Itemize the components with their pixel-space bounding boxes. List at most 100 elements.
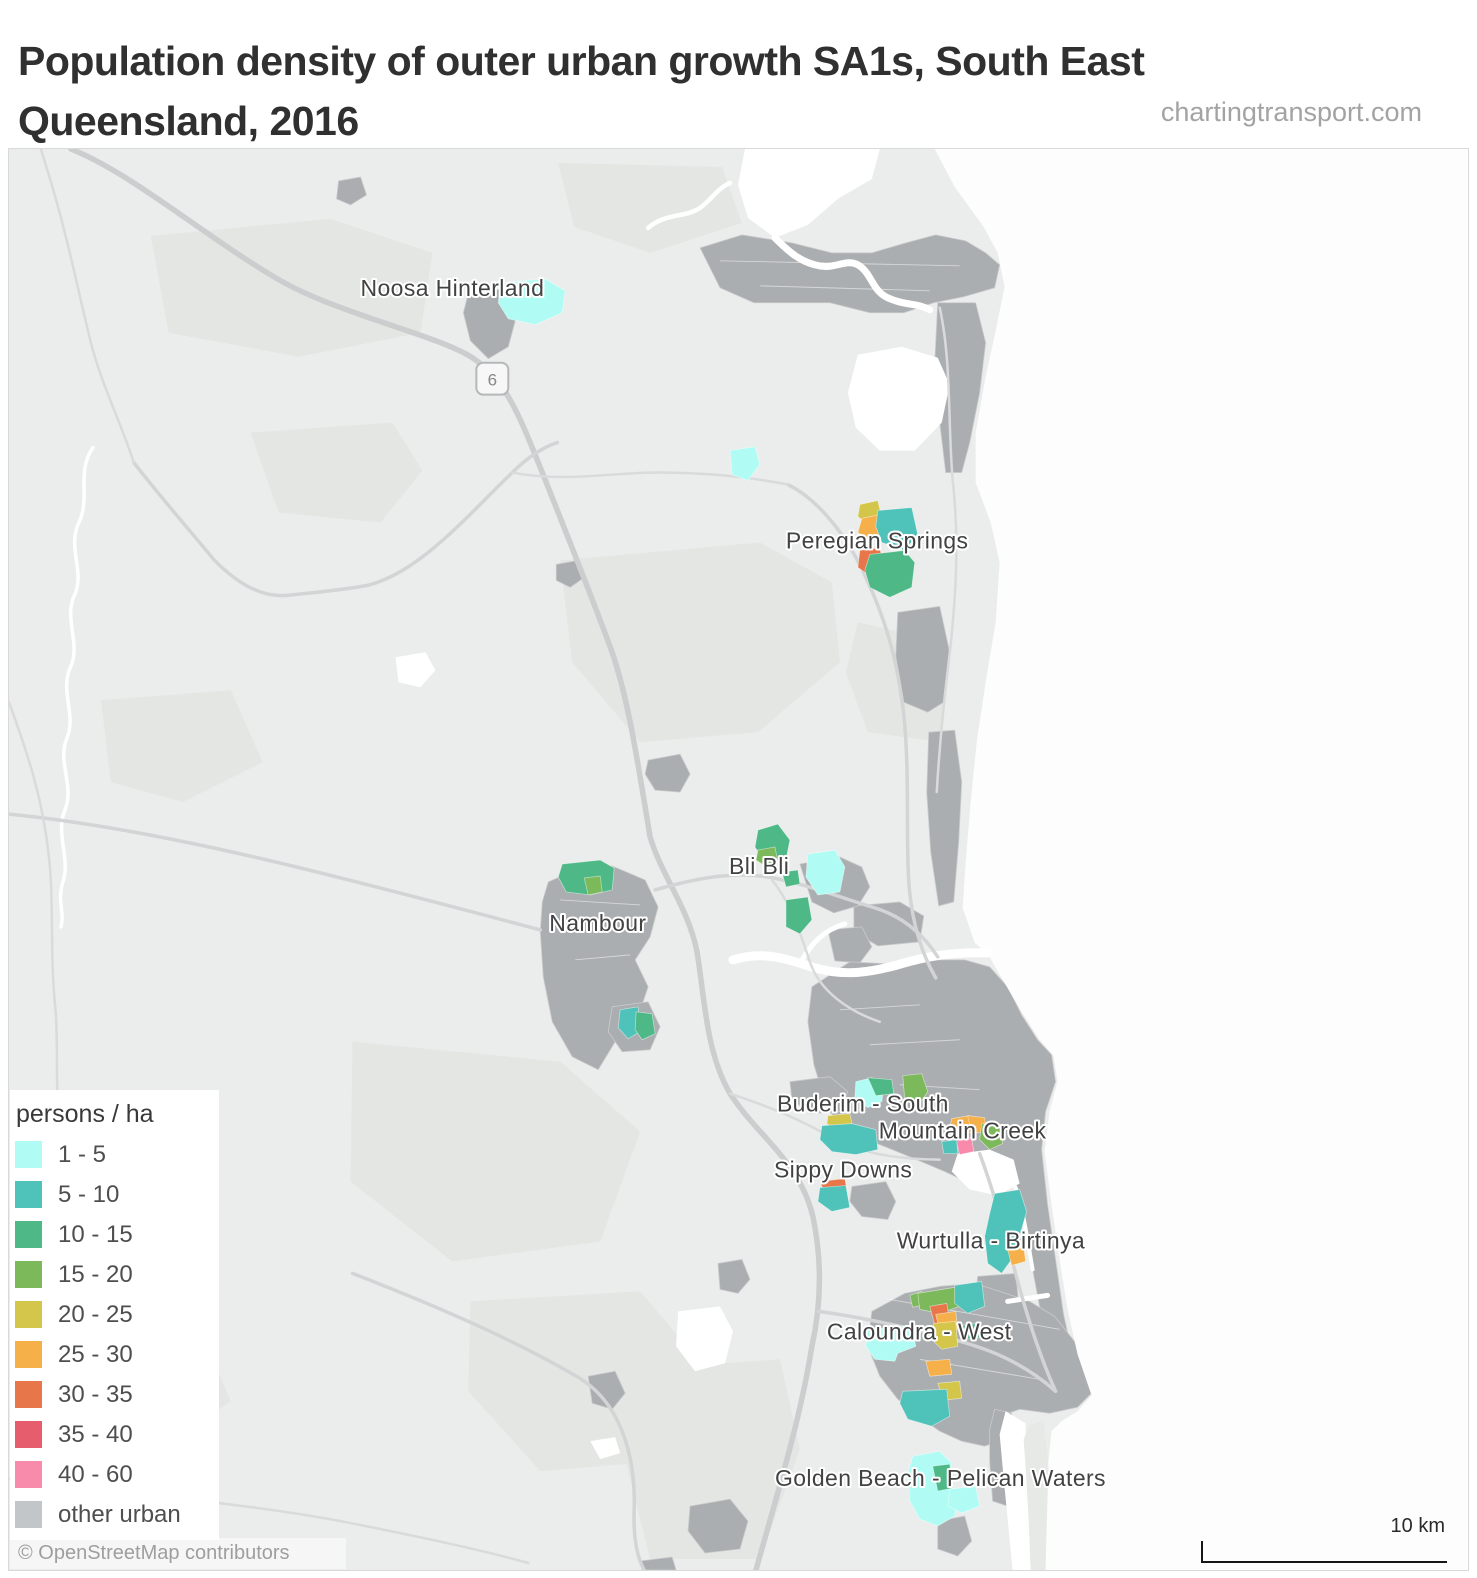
sa1-growth-areas[interactable] <box>497 278 1027 1527</box>
route-shield: 6 <box>475 361 510 396</box>
legend-swatch-35-40 <box>15 1421 42 1448</box>
sa1-buderim-10-15[interactable] <box>867 1077 895 1097</box>
urban-area-tewantin-noosa <box>699 234 1001 314</box>
legend-label: 20 - 25 <box>58 1300 133 1328</box>
attribution-text: © OpenStreetMap contributors <box>18 1542 290 1564</box>
legend-swatch-40-60 <box>15 1461 42 1488</box>
sa1-caloundra-5-10-b[interactable] <box>899 1388 951 1427</box>
legend-label: 25 - 30 <box>58 1340 133 1368</box>
noosa-river <box>771 234 934 314</box>
other-urban-areas <box>336 176 1092 1570</box>
urban-area-mooloolah <box>717 1259 751 1294</box>
sa1-peregian-10-15[interactable] <box>864 550 916 598</box>
sa1-caloundra-25-30-b[interactable] <box>925 1358 953 1377</box>
sa1-palmwoods-10-15[interactable] <box>634 1011 656 1041</box>
attribution: © OpenStreetMap contributors <box>10 1538 346 1569</box>
legend-row: 5 - 10 <box>15 1181 219 1208</box>
sa1-bli-bli-10-15-c[interactable] <box>785 896 813 935</box>
legend-label: 30 - 35 <box>58 1380 133 1408</box>
road-nambour-west <box>9 812 543 932</box>
map[interactable]: 6 Noosa Hinterland Peregian Springs Bli … <box>8 148 1469 1571</box>
label-buderim-south: Buderim - South <box>777 1091 949 1117</box>
vegetation-patch <box>350 1041 641 1262</box>
vegetation-patch <box>558 162 742 253</box>
sa1-mountain-creek-25-30[interactable] <box>949 1115 975 1136</box>
legend-label: 10 - 15 <box>58 1220 133 1248</box>
sa1-caloundra-20-25[interactable] <box>931 1321 959 1350</box>
sa1-buderim-15-20[interactable] <box>902 1073 929 1105</box>
urban-area-bli-bli-south <box>827 926 873 964</box>
sa1-nambour-15-20[interactable] <box>583 875 603 896</box>
legend-swatch-30-35 <box>15 1381 42 1408</box>
sa1-mountain-creek-5-10[interactable] <box>941 1139 959 1154</box>
urban-area-yandina <box>644 753 691 793</box>
urban-area-beerwah <box>687 1498 749 1554</box>
vegetation-patch <box>100 690 263 803</box>
label-noosa-hinterland: Noosa Hinterland <box>361 275 545 301</box>
label-wurtulla-birtinya: Wurtulla - Birtinya <box>897 1227 1085 1253</box>
creek-line <box>645 180 733 231</box>
sa1-wurtulla-5-10[interactable] <box>984 1189 1027 1274</box>
label-sippy-downs: Sippy Downs <box>774 1157 912 1183</box>
legend-swatch-other-urban <box>15 1501 42 1528</box>
sa1-buderim-5-10[interactable] <box>819 1123 879 1155</box>
legend-title: persons / ha <box>16 1100 154 1128</box>
label-mountain-creek: Mountain Creek <box>879 1118 1047 1144</box>
map-canvas[interactable]: 6 Noosa Hinterland Peregian Springs Bli … <box>9 149 1468 1570</box>
ocean <box>934 149 1468 1570</box>
sa1-golden-beach-1-5-b[interactable] <box>947 1485 981 1514</box>
sa1-palmwoods-5-10[interactable] <box>617 1006 641 1040</box>
sa1-mountain-creek-15-20[interactable] <box>979 1123 1003 1150</box>
label-bli-bli: Bli Bli <box>729 853 789 879</box>
sa1-sippy-downs-5-10[interactable] <box>817 1185 851 1212</box>
mary-river <box>58 445 95 929</box>
road-coastal <box>935 306 958 794</box>
currimundi-lake <box>1005 1292 1051 1304</box>
sa1-bli-bli-1-5[interactable] <box>805 849 846 896</box>
sa1-bli-bli-15-20[interactable] <box>755 846 779 867</box>
sa1-noosa-hinterland-1-5[interactable] <box>497 278 566 326</box>
legend-row: 10 - 15 <box>15 1221 219 1248</box>
legend-swatch-1-5 <box>15 1141 42 1168</box>
scale-bar-line <box>1201 1541 1447 1563</box>
ewen-maddock-dam <box>590 1437 621 1460</box>
legend-swatch-10-15 <box>15 1221 42 1248</box>
scale-bar: 10 km <box>1201 1515 1447 1563</box>
sa1-caloundra-15-20-b[interactable] <box>917 1287 961 1314</box>
vegetation-patch <box>560 542 840 743</box>
sa1-caloundra-1-5[interactable] <box>865 1324 917 1362</box>
label-peregian-springs: Peregian Springs <box>786 527 968 553</box>
label-nambour: Nambour <box>549 910 646 936</box>
sa1-bli-bli-10-15-b[interactable] <box>781 869 801 888</box>
sa1-wurtulla-25-30[interactable] <box>1007 1245 1026 1266</box>
legend-row: 40 - 60 <box>15 1461 219 1488</box>
legend-swatch-5-10 <box>15 1181 42 1208</box>
sa1-doonan-1-5[interactable] <box>729 446 761 481</box>
sa1-golden-beach-10-15[interactable] <box>932 1463 954 1492</box>
pumicestone-passage <box>999 1411 1031 1570</box>
legend-label: other urban <box>58 1500 181 1528</box>
legend-swatch-25-30 <box>15 1341 42 1368</box>
legend-row: 25 - 30 <box>15 1341 219 1368</box>
sa1-caloundra-5-10[interactable] <box>954 1281 986 1314</box>
legend-label: 15 - 20 <box>58 1260 133 1288</box>
legend-label: 5 - 10 <box>58 1180 120 1208</box>
sa1-mountain-creek-40-60[interactable] <box>955 1137 975 1155</box>
quarry-clearing <box>676 1306 734 1372</box>
legend-label: 35 - 40 <box>58 1420 133 1448</box>
urban-area-pomona <box>336 176 367 206</box>
vegetation-patch <box>625 1359 800 1560</box>
route-shield-number: 6 <box>488 371 497 390</box>
road-sunshine-motorway <box>786 482 938 980</box>
vegetation-patch <box>250 422 423 523</box>
legend-row: 20 - 25 <box>15 1301 219 1328</box>
legend-swatch-15-20 <box>15 1261 42 1288</box>
legend-row: 15 - 20 <box>15 1261 219 1288</box>
legend-row: 30 - 35 <box>15 1381 219 1408</box>
label-golden-beach: Golden Beach - Pelican Waters <box>775 1465 1106 1491</box>
legend: persons / ha 1 - 5 5 - 10 10 - 15 15 - 2… <box>10 1090 219 1540</box>
sa1-caloundra-10-15[interactable] <box>961 1322 981 1340</box>
maroochy-river-arm <box>797 921 848 967</box>
road-north-minor <box>39 149 136 464</box>
legend-label: 40 - 60 <box>58 1460 133 1488</box>
